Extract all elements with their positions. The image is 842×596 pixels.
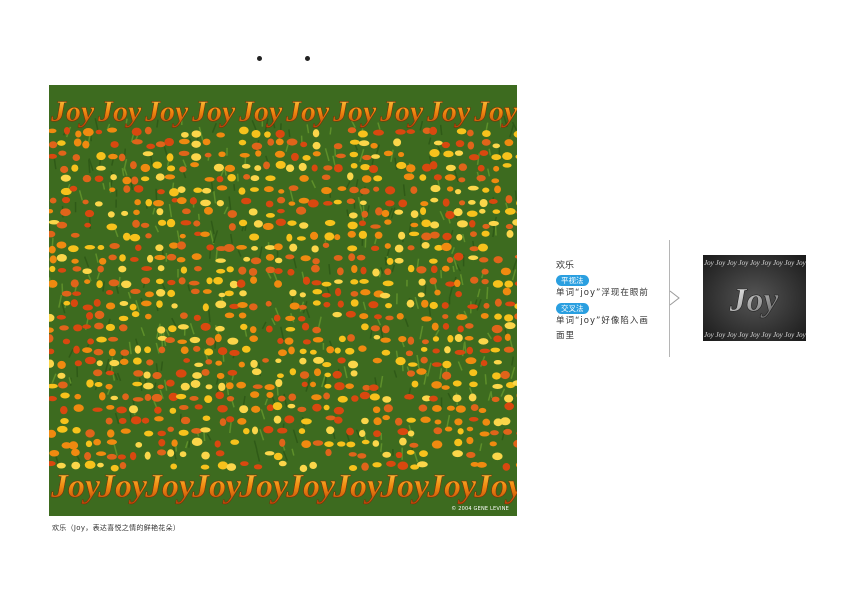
preview-motif: Joy xyxy=(750,259,761,267)
preview-motif: Joy xyxy=(773,259,784,267)
preview-motif: Joy xyxy=(762,331,773,339)
chevron-right-icon xyxy=(669,290,681,306)
stereogram-motif: Joy xyxy=(144,95,189,128)
stereogram-motif: Joy xyxy=(285,95,330,128)
cross-view-description: 单词“joy”好像陷入画面里 xyxy=(556,314,656,344)
preview-motif: Joy xyxy=(796,331,806,339)
preview-motif: Joy xyxy=(785,259,796,267)
stereogram-motif: Joy xyxy=(50,95,95,128)
preview-motif: Joy xyxy=(796,259,806,267)
instruction-title: 欢乐 xyxy=(556,258,656,271)
stereogram-motif: Joy xyxy=(473,95,517,128)
stereogram-motif: Joy xyxy=(379,468,430,505)
cross-view-badge: 交叉法 xyxy=(556,303,589,314)
focus-dot-right xyxy=(305,56,310,61)
image-caption: 欢乐（Joy，表达喜悦之情的鲜艳花朵） xyxy=(52,523,180,533)
stereogram-motif: Joy xyxy=(144,468,195,505)
viewing-instructions: 欢乐 平视法 单词“joy”浮现在眼前 交叉法 单词“joy”好像陷入画面里 xyxy=(556,258,656,346)
stereogram-motif: Joy xyxy=(332,468,383,505)
preview-motif: Joy xyxy=(727,331,738,339)
preview-motif: Joy xyxy=(762,259,773,267)
stereogram-motif: Joy xyxy=(426,95,471,128)
stereogram-motif: Joy xyxy=(379,95,424,128)
parallel-view-description: 单词“joy”浮现在眼前 xyxy=(556,286,656,301)
stereogram-motif: Joy xyxy=(426,468,477,505)
copyright-text: © 2004 GENE LEVINE xyxy=(451,506,509,512)
stereogram-motif: Joy xyxy=(332,95,377,128)
preview-motif: Joy xyxy=(704,331,715,339)
stereogram-motif: Joy xyxy=(238,468,289,505)
preview-motif: Joy xyxy=(739,331,750,339)
stereogram-motif: Joy xyxy=(473,468,517,505)
parallel-view-badge: 平视法 xyxy=(556,275,589,286)
stereogram-motif: Joy xyxy=(50,468,101,505)
preview-motif: Joy xyxy=(750,331,761,339)
stereogram-motif: Joy xyxy=(97,95,142,128)
preview-motif: Joy xyxy=(785,331,796,339)
preview-motif: Joy xyxy=(727,259,738,267)
preview-motif: Joy xyxy=(716,259,727,267)
hidden-image-preview: Joy Joy Joy Joy Joy Joy Joy Joy Joy Joy Joy Joy Joy… xyxy=(703,255,806,341)
focus-dot-left xyxy=(257,56,262,61)
preview-motif: Joy xyxy=(716,331,727,339)
stereogram-motif: Joy xyxy=(191,468,242,505)
stereogram-motif: Joy xyxy=(285,468,336,505)
preview-motif: Joy xyxy=(739,259,750,267)
preview-motif: Joy xyxy=(704,259,715,267)
stereogram-motif: Joy xyxy=(238,95,283,128)
stereogram-motif: Joy xyxy=(97,468,148,505)
preview-joy-text: Joy xyxy=(728,282,779,319)
stereogram-image: Joy Joy Joy Joy Joy Joy Joy Joy Joy Joy Joy Joy Joy… xyxy=(49,85,517,516)
preview-motif: Joy xyxy=(773,331,784,339)
stereogram-motif: Joy xyxy=(191,95,236,128)
